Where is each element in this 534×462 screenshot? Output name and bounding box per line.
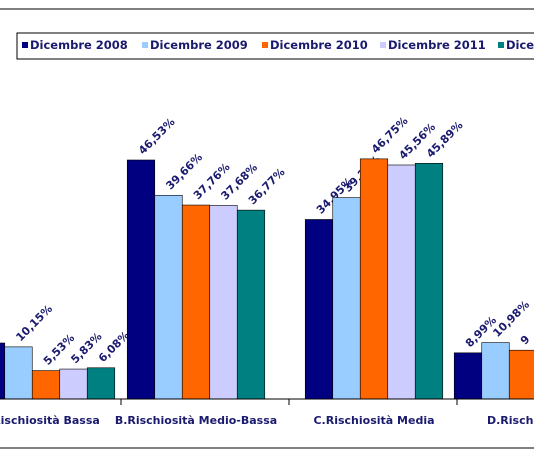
category-label-4: D.Rischi bbox=[487, 414, 534, 427]
bar-1-5 bbox=[86, 367, 116, 400]
data-label-1-5: 6,08% bbox=[96, 329, 132, 365]
bar-1-4 bbox=[59, 368, 88, 400]
bar-1-3 bbox=[31, 370, 61, 400]
legend-label-4: Dicembre 2011 bbox=[388, 38, 486, 52]
category-label-3: C.Rischiosità Media bbox=[313, 414, 434, 427]
bar-3-3 bbox=[359, 158, 389, 400]
category-label-1: Rischiosità Bassa bbox=[0, 414, 100, 427]
legend-label-5: Dicem bbox=[506, 38, 534, 52]
legend-swatch-5 bbox=[498, 42, 504, 48]
bar-3-4 bbox=[387, 164, 416, 400]
bar-4-3 bbox=[508, 349, 534, 400]
bar-1-1 bbox=[0, 342, 6, 400]
bar-2-1 bbox=[126, 159, 156, 400]
legend-label-3: Dicembre 2010 bbox=[270, 38, 368, 52]
bar-4-1 bbox=[453, 352, 483, 400]
bars: % 10,15%5,53%5,83%6,08%46,53%39,66%37,76%… bbox=[0, 114, 534, 400]
legend: Dicembre 2008 Dicembre 2009 Dicembre 2010 D… bbox=[22, 38, 534, 52]
bar-2-4 bbox=[209, 205, 238, 400]
bar-3-5 bbox=[414, 162, 444, 400]
bar-1-2 bbox=[4, 346, 33, 400]
data-label-4-3: 9 bbox=[518, 333, 533, 348]
legend-swatch-4 bbox=[380, 42, 386, 48]
bar-2-3 bbox=[181, 204, 211, 400]
legend-swatch-1 bbox=[22, 42, 28, 48]
legend-box bbox=[16, 32, 534, 60]
legend-swatch-3 bbox=[262, 42, 268, 48]
data-label-4-2: 10,98% bbox=[490, 298, 532, 340]
bar-2-5 bbox=[236, 209, 266, 400]
x-axis: Rischiosità Bassa B.Rischiosità Medio-Bas… bbox=[0, 398, 534, 427]
data-label-2-1: 46,53% bbox=[136, 116, 178, 158]
bar-2-2 bbox=[154, 194, 183, 400]
data-label-1-2: 10,15% bbox=[13, 302, 55, 344]
legend-label-1: Dicembre 2008 bbox=[30, 38, 128, 52]
bar-3-1 bbox=[304, 219, 334, 400]
data-label-1-1: % bbox=[0, 323, 3, 340]
data-label-1-3: 5,53% bbox=[41, 332, 77, 368]
bar-3-2 bbox=[332, 197, 361, 400]
legend-swatch-2 bbox=[142, 42, 148, 48]
legend-label-2: Dicembre 2009 bbox=[150, 38, 248, 52]
category-label-2: B.Rischiosità Medio-Bassa bbox=[115, 414, 277, 427]
data-label-1-4: 5,83% bbox=[68, 330, 104, 366]
bar-4-2 bbox=[481, 342, 510, 400]
